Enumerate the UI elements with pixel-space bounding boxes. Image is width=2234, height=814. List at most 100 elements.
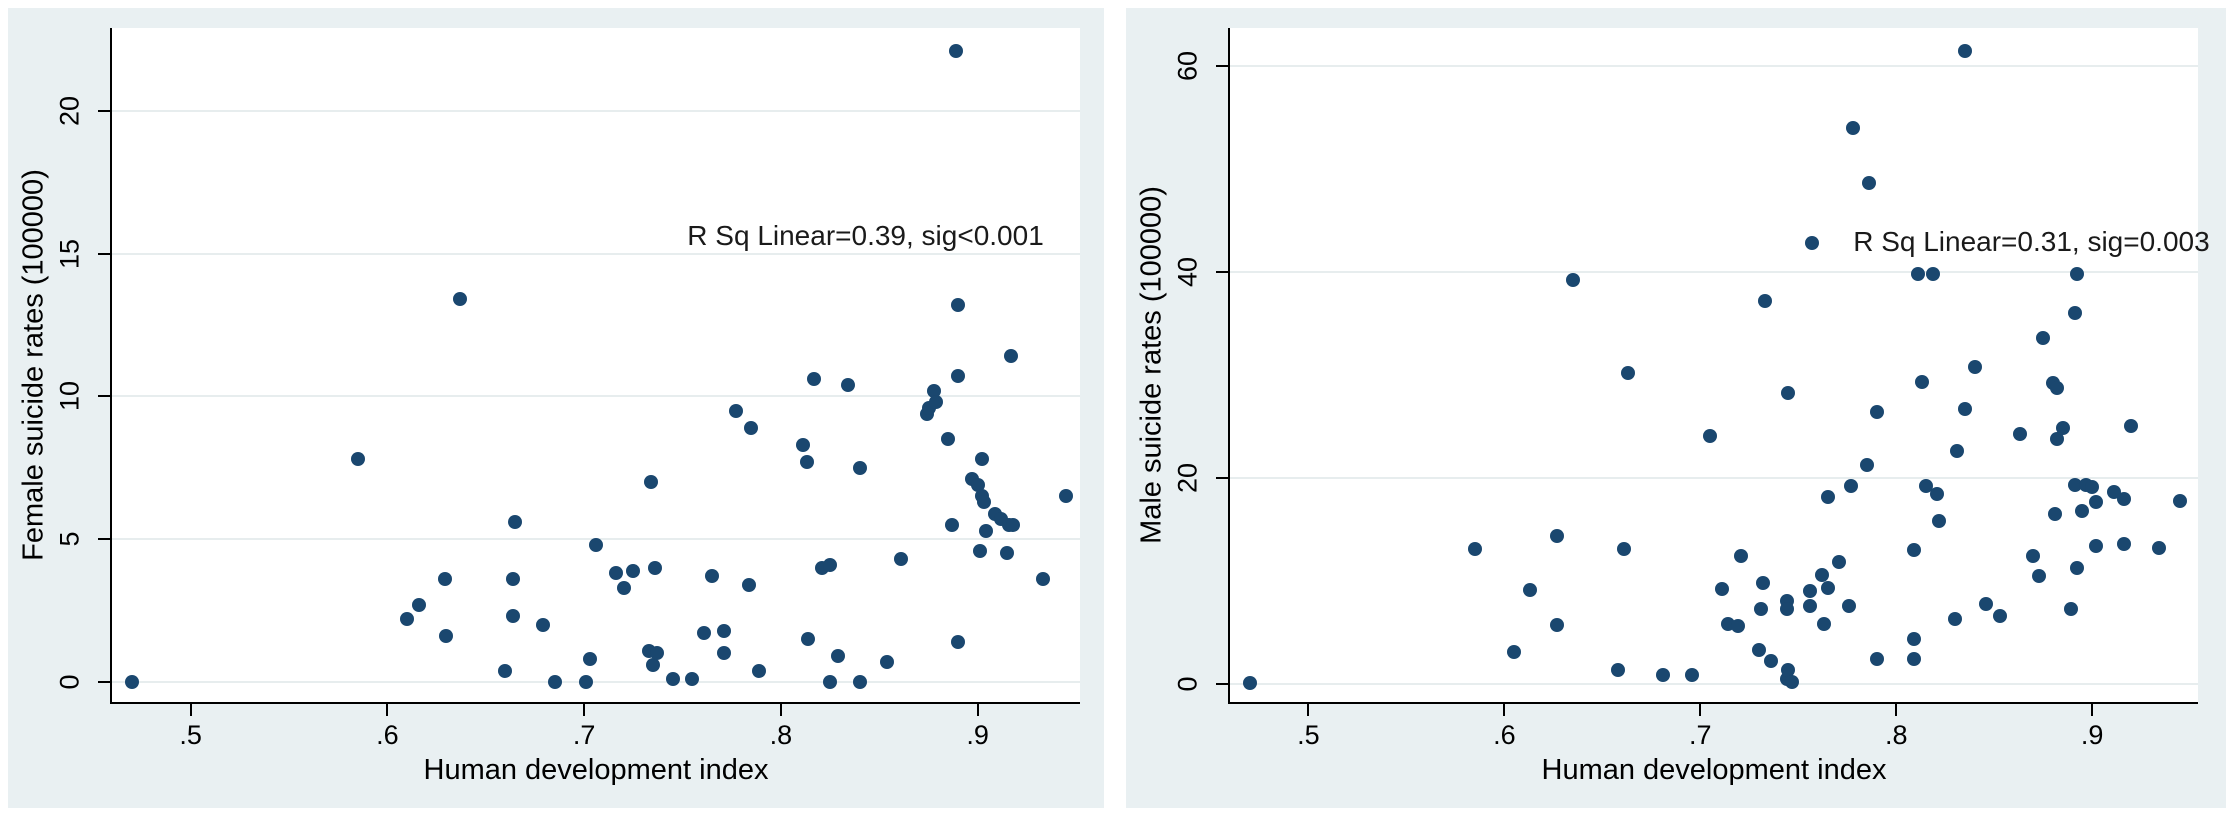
data-point xyxy=(1779,601,1794,616)
data-point xyxy=(1967,359,1982,374)
y-gridline xyxy=(112,681,1080,683)
data-point xyxy=(742,577,757,592)
data-point xyxy=(799,455,814,470)
data-point xyxy=(665,672,680,687)
data-point xyxy=(716,623,731,638)
data-point xyxy=(453,292,468,307)
y-tick-label: 15 xyxy=(54,238,85,269)
data-point xyxy=(1616,542,1631,557)
data-point xyxy=(1869,405,1884,420)
data-point xyxy=(728,403,743,418)
y-gridline xyxy=(1230,477,2198,480)
data-point xyxy=(801,632,816,647)
y-tick-mark xyxy=(1216,271,1228,274)
y-tick-mark xyxy=(98,538,110,541)
data-point xyxy=(1006,517,1021,532)
data-point xyxy=(2049,381,2064,396)
data-point xyxy=(929,395,944,410)
data-point xyxy=(583,652,598,667)
male-plot-area xyxy=(1216,28,2198,716)
data-point xyxy=(1004,349,1019,364)
data-point xyxy=(852,675,867,689)
data-point xyxy=(976,495,991,510)
data-point xyxy=(927,383,942,398)
data-point xyxy=(2173,493,2188,508)
data-point xyxy=(350,452,365,467)
data-point xyxy=(1000,546,1015,561)
data-point xyxy=(1242,675,1257,690)
data-point xyxy=(978,523,993,538)
data-point xyxy=(124,675,139,689)
data-point xyxy=(1803,584,1818,599)
data-point xyxy=(716,646,731,661)
data-point xyxy=(1550,528,1565,543)
data-point xyxy=(941,432,956,447)
y-tick-label: 0 xyxy=(1172,676,1203,692)
y-tick-label: 60 xyxy=(1172,51,1203,82)
data-point xyxy=(1910,267,1925,282)
y-tick-mark xyxy=(98,395,110,398)
data-point xyxy=(1844,479,1859,494)
data-point xyxy=(1754,601,1769,616)
data-point xyxy=(823,557,838,572)
x-tick-label: .7 xyxy=(572,720,596,750)
data-point xyxy=(823,675,838,689)
y-gridline xyxy=(1230,682,2198,685)
data-point xyxy=(608,566,623,581)
y-tick-label: 20 xyxy=(54,95,85,126)
y-tick-label: 10 xyxy=(54,381,85,412)
data-point xyxy=(807,372,822,387)
data-point xyxy=(400,612,415,627)
data-point xyxy=(1906,652,1921,667)
x-axis-title: Human development index xyxy=(1541,754,1887,786)
data-point xyxy=(970,477,985,492)
male-suicide-chart: R Sq Linear=0.31, sig=0.003 Human develo… xyxy=(1126,8,2226,808)
female-plot-area xyxy=(98,28,1080,716)
data-point xyxy=(508,515,523,530)
data-point xyxy=(2075,503,2090,518)
data-point xyxy=(2116,491,2131,506)
data-point xyxy=(411,597,426,612)
data-point xyxy=(1730,619,1745,634)
data-point xyxy=(2085,480,2100,495)
data-point xyxy=(1059,489,1074,504)
data-point xyxy=(1918,479,1933,494)
data-point xyxy=(2055,420,2070,435)
data-point xyxy=(1949,444,1964,459)
x-tick-label: .8 xyxy=(769,720,793,750)
data-point xyxy=(2047,507,2062,522)
data-point xyxy=(1752,642,1767,657)
y-axis-title: Female suicide rates (100000) xyxy=(17,169,50,561)
data-point xyxy=(1610,662,1625,677)
data-point xyxy=(1993,609,2008,623)
data-point xyxy=(1804,236,1819,251)
data-point xyxy=(1869,652,1884,667)
data-point xyxy=(795,437,810,452)
data-point xyxy=(1842,598,1857,613)
y-tick-mark xyxy=(1216,65,1228,68)
data-point xyxy=(951,635,966,650)
data-point xyxy=(1035,572,1050,587)
data-point xyxy=(1832,555,1847,570)
data-point xyxy=(972,543,987,558)
data-point xyxy=(2032,568,2047,583)
data-point xyxy=(1550,618,1565,633)
data-point xyxy=(1816,617,1831,632)
female-suicide-chart: R Sq Linear=0.39, sig<0.001 Human develo… xyxy=(8,8,1104,808)
data-point xyxy=(626,563,641,578)
data-point xyxy=(893,552,908,567)
data-point xyxy=(2089,538,2104,553)
data-point xyxy=(752,663,767,678)
data-point xyxy=(1620,365,1635,380)
data-point xyxy=(2067,478,2082,493)
data-point xyxy=(547,675,562,689)
data-point xyxy=(1656,667,1671,682)
y-tick-mark xyxy=(98,681,110,683)
data-point xyxy=(2116,536,2131,551)
data-point xyxy=(2049,431,2064,446)
data-point xyxy=(685,672,700,687)
data-point xyxy=(1714,582,1729,597)
x-tick-mark xyxy=(2091,704,2094,716)
data-point xyxy=(951,369,966,384)
y-tick-mark xyxy=(1216,682,1228,685)
